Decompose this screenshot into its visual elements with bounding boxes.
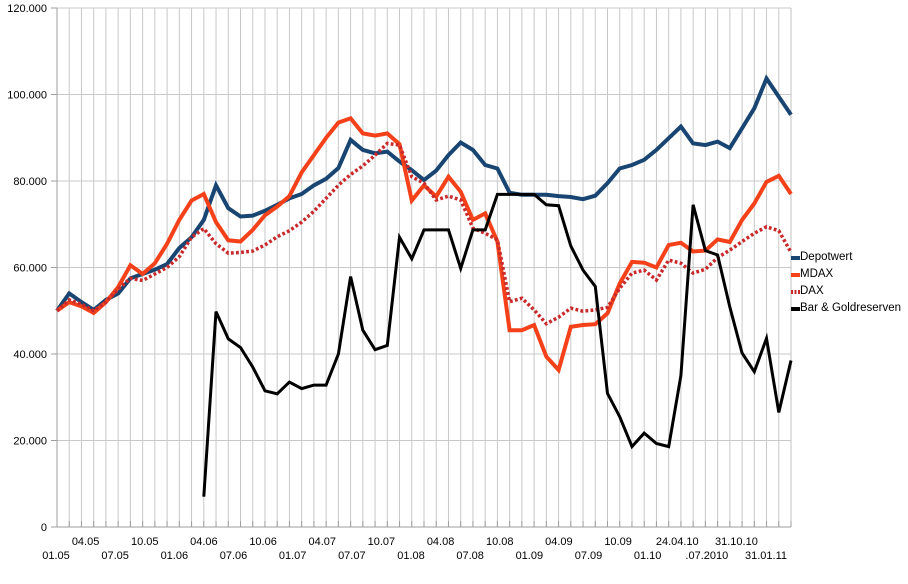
line-swatch-icon xyxy=(791,306,800,311)
line-swatch-icon xyxy=(791,272,800,277)
legend-item-dax: DAX xyxy=(791,283,901,300)
x-axis-label: 07.07 xyxy=(338,550,366,562)
x-axis-label: 24.04.10 xyxy=(656,536,699,548)
line-swatch-icon xyxy=(791,255,800,260)
x-axis-label: 01.07 xyxy=(279,550,307,562)
x-axis-label: 01.06 xyxy=(161,550,189,562)
x-axis-label: 01.10 xyxy=(634,550,662,562)
y-axis-label: 20.000 xyxy=(13,436,47,448)
legend-label: Bar & Goldreserven xyxy=(800,302,901,314)
legend-label: Depotwert xyxy=(800,251,853,263)
x-axis-label: 07.05 xyxy=(101,550,129,562)
series-line-depotwert xyxy=(55,74,793,313)
y-axis-label: 60.000 xyxy=(13,263,47,275)
x-axis-label: 31.10.10 xyxy=(715,536,758,548)
x-axis-label: 01.09 xyxy=(516,550,544,562)
legend-item-mdax: MDAX xyxy=(791,266,901,283)
x-axis-label: 07.06 xyxy=(220,550,248,562)
y-axis-label: 120.000 xyxy=(7,3,47,15)
x-axis-label: 04.09 xyxy=(545,536,573,548)
legend-label: MDAX xyxy=(800,268,834,280)
x-axis-label: 10.07 xyxy=(368,536,396,548)
x-axis-label: 10.08 xyxy=(486,536,514,548)
x-axis-label: 10.06 xyxy=(249,536,277,548)
legend-label: DAX xyxy=(800,285,824,297)
x-axis-label: 10.09 xyxy=(604,536,632,548)
legend: Depotwert MDAX DAX Bar & Goldreserven xyxy=(791,249,901,317)
x-axis-label: 04.08 xyxy=(427,536,455,548)
x-axis-label: 07.09 xyxy=(575,550,603,562)
y-axis-label: 40.000 xyxy=(13,349,47,361)
dotted-line-swatch-icon xyxy=(791,289,800,294)
x-axis-label: 01.08 xyxy=(397,550,425,562)
y-axis-label: 0 xyxy=(41,522,47,534)
x-axis-label: 04.06 xyxy=(190,536,218,548)
x-axis-label: 04.07 xyxy=(308,536,336,548)
series-line-dax xyxy=(55,141,793,326)
x-axis-label: 07.08 xyxy=(456,550,484,562)
x-axis-label: .07.2010 xyxy=(685,550,728,562)
x-axis-label: 10.05 xyxy=(131,536,159,548)
x-axis-label: 04.05 xyxy=(72,536,100,548)
y-axis-label: 100.000 xyxy=(7,90,47,102)
x-axis-label: 31.01.11 xyxy=(745,550,787,562)
x-axis-label: 01.05 xyxy=(42,550,70,562)
legend-item-bar-and-goldreserven: Bar & Goldreserven xyxy=(791,300,901,317)
series-line-bar-and-goldreserven xyxy=(202,192,793,497)
y-axis-label: 80.000 xyxy=(13,176,47,188)
legend-item-depotwert: Depotwert xyxy=(791,249,901,266)
